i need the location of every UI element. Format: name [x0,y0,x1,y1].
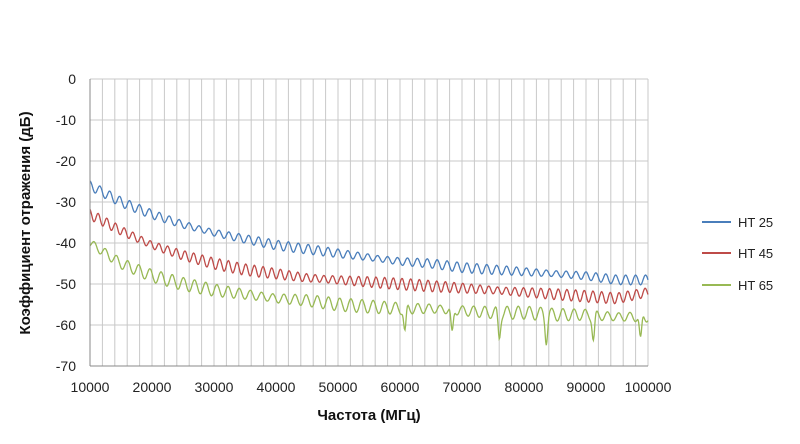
legend-label: HT 25 [738,215,773,230]
legend: HT 25 HT 45 HT 65 [702,215,773,293]
y-tick-label: 0 [68,71,76,87]
y-axis-title: Коэффициент отражения (дБ) [17,111,34,334]
x-tick-label: 20000 [133,379,172,395]
x-tick-label: 10000 [71,379,110,395]
y-tick-label: -60 [56,317,76,333]
y-tick-label: -10 [56,112,76,128]
x-axis-title: Частота (МГц) [317,407,420,424]
x-tick-label: 100000 [625,379,672,395]
x-tick-label: 90000 [567,379,606,395]
legend-label: HT 65 [738,278,773,293]
y-tick-label: -50 [56,276,76,292]
y-tick-label: -40 [56,235,76,251]
series-line-ht-45 [89,208,649,305]
axes: 0 -10 -20 -30 -40 -50 -60 -70 10000 20000 30000 400… [56,71,672,395]
legend-label: HT 45 [738,246,773,261]
y-tick-label: -70 [56,358,76,374]
y-tick-label: -20 [56,153,76,169]
x-tick-label: 80000 [505,379,544,395]
x-tick-label: 50000 [319,379,358,395]
series-line-ht-65 [89,240,649,346]
grid [89,78,649,367]
y-tick-label: -30 [56,194,76,210]
series-line-ht-25 [89,180,649,286]
x-tick-label: 40000 [257,379,296,395]
x-tick-label: 30000 [195,379,234,395]
x-tick-label: 60000 [381,379,420,395]
plot-series [89,180,649,346]
x-tick-label: 70000 [443,379,482,395]
